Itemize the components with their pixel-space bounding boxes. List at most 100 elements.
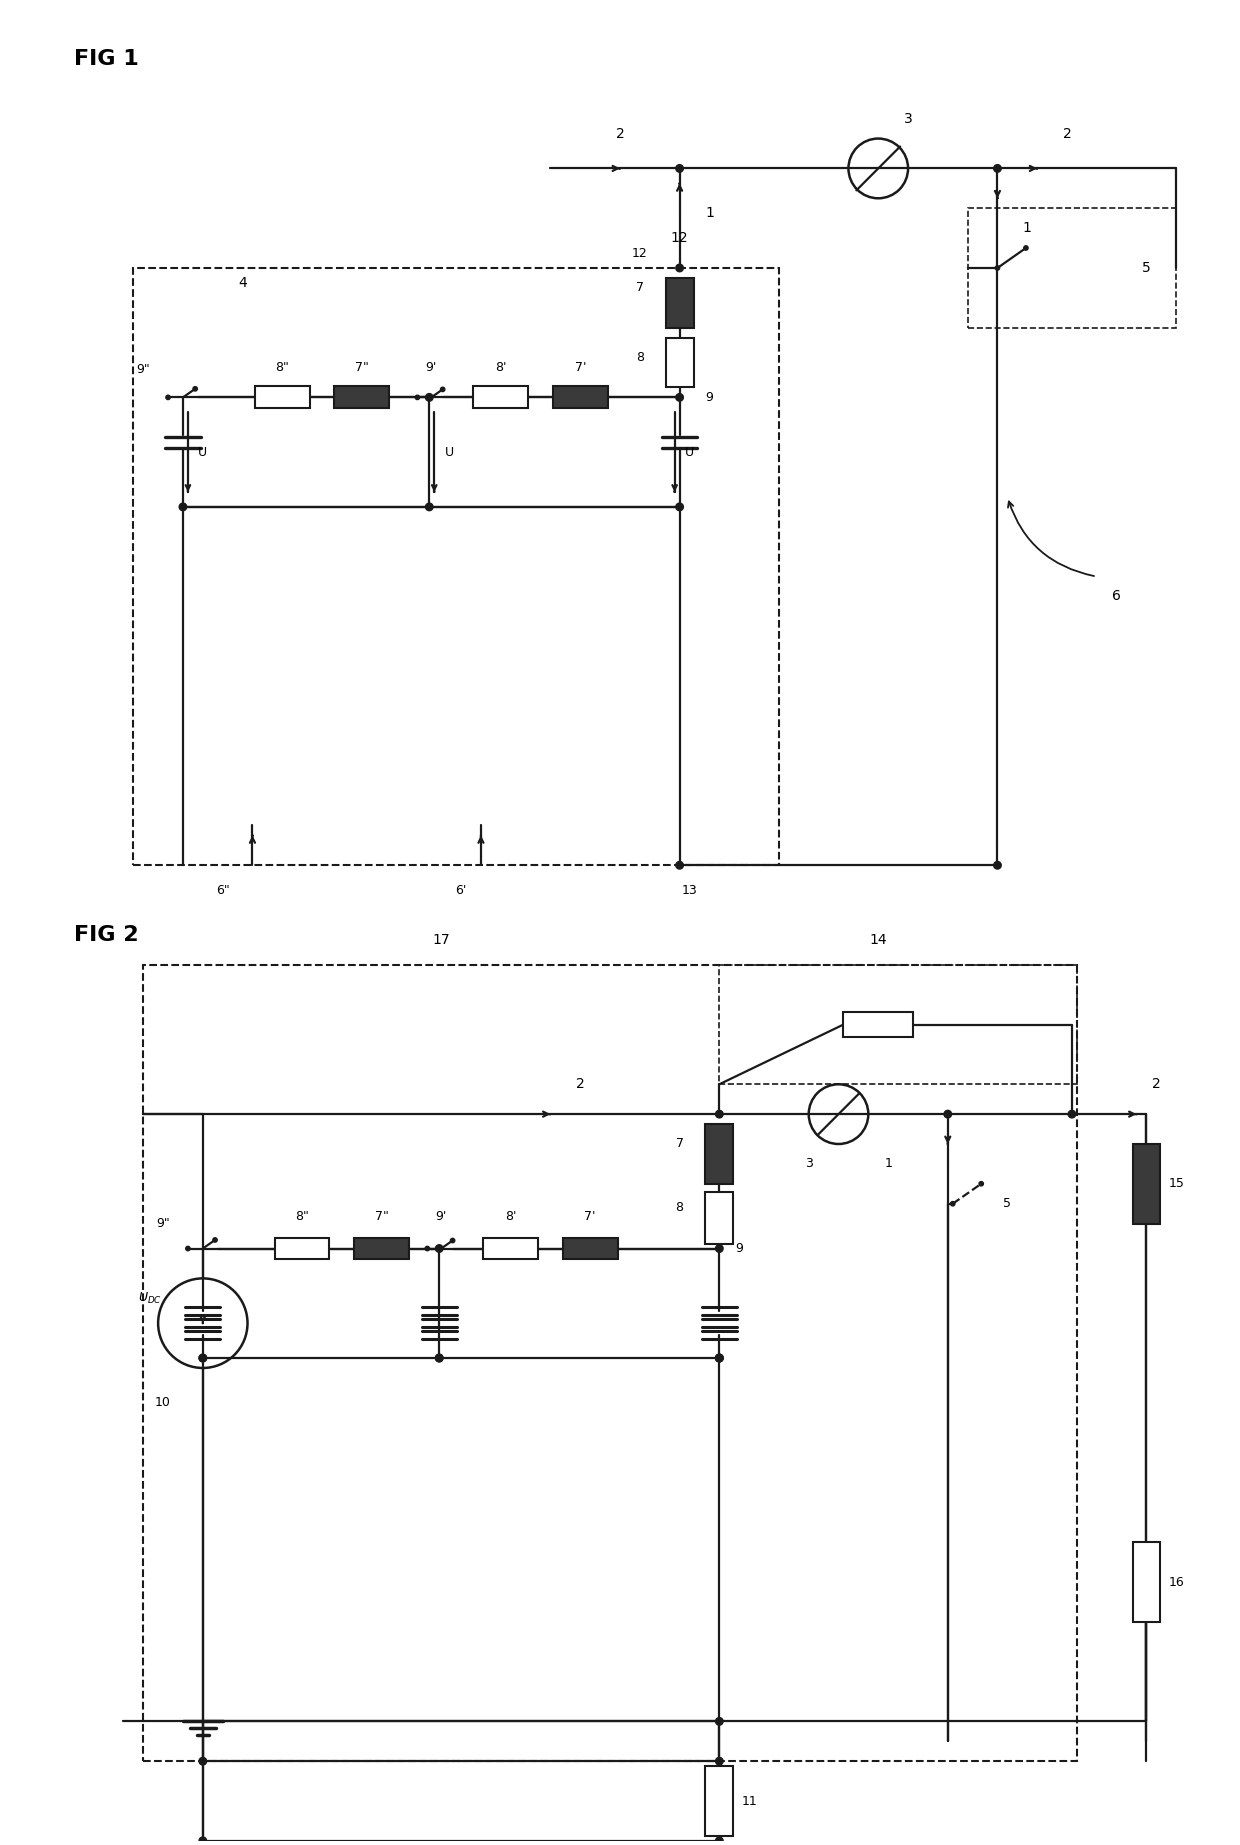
Circle shape (425, 393, 433, 400)
Circle shape (450, 1238, 455, 1244)
Circle shape (676, 862, 683, 869)
Bar (355, 1238, 409, 1260)
Circle shape (996, 266, 999, 269)
Text: 8: 8 (676, 1201, 683, 1214)
Bar (563, 1238, 618, 1260)
Text: 1: 1 (706, 207, 714, 220)
Circle shape (676, 164, 683, 172)
Bar (843, 1013, 913, 1037)
Bar (666, 279, 693, 328)
Circle shape (715, 1245, 723, 1253)
Circle shape (200, 1354, 207, 1362)
Text: 7": 7" (355, 362, 368, 375)
Text: 8': 8' (495, 362, 507, 375)
Bar (144, 965, 1076, 1762)
Circle shape (993, 164, 1001, 172)
Text: 9: 9 (706, 391, 713, 404)
Circle shape (715, 1111, 723, 1118)
Text: U: U (198, 446, 207, 459)
Text: 6: 6 (1112, 590, 1121, 603)
Text: 2: 2 (615, 127, 625, 140)
Text: 12: 12 (671, 231, 688, 245)
Text: 7': 7' (584, 1210, 596, 1223)
Text: FIG 2: FIG 2 (73, 924, 139, 945)
Bar (484, 1238, 538, 1260)
Text: 8": 8" (295, 1210, 309, 1223)
Text: 8': 8' (505, 1210, 517, 1223)
Circle shape (980, 1181, 983, 1186)
Circle shape (715, 1354, 723, 1362)
Text: 9": 9" (136, 363, 150, 376)
Circle shape (1068, 1111, 1076, 1118)
Text: 1: 1 (884, 1157, 892, 1170)
Circle shape (676, 264, 683, 271)
Bar (706, 1766, 733, 1836)
Circle shape (676, 504, 683, 511)
Circle shape (676, 393, 683, 400)
Text: 1: 1 (1023, 221, 1032, 234)
Text: 7": 7" (374, 1210, 388, 1223)
Text: 5: 5 (1142, 260, 1151, 275)
Text: 3: 3 (904, 113, 913, 125)
Circle shape (193, 387, 197, 391)
Circle shape (186, 1247, 190, 1251)
Text: 6': 6' (455, 884, 466, 897)
Circle shape (200, 1354, 207, 1362)
Circle shape (715, 1354, 723, 1362)
Text: 9": 9" (156, 1218, 170, 1231)
Text: 8": 8" (275, 362, 289, 375)
Bar (1132, 1144, 1161, 1223)
Circle shape (715, 1354, 723, 1362)
Circle shape (200, 1758, 207, 1766)
Circle shape (1024, 245, 1028, 251)
Text: 14: 14 (869, 934, 887, 946)
Bar (474, 386, 528, 408)
Text: 8: 8 (636, 351, 644, 363)
Circle shape (944, 1111, 951, 1118)
Text: 2: 2 (1152, 1077, 1161, 1090)
Bar (706, 1192, 733, 1244)
Circle shape (213, 1238, 217, 1242)
Circle shape (440, 387, 445, 391)
Circle shape (415, 395, 419, 400)
Text: 9': 9' (425, 362, 436, 375)
Bar (133, 268, 779, 865)
Circle shape (425, 504, 433, 511)
Text: U: U (684, 446, 694, 459)
Text: 17: 17 (433, 934, 450, 946)
Circle shape (435, 1354, 443, 1362)
Bar (666, 338, 693, 387)
Bar (275, 1238, 330, 1260)
Text: 5: 5 (1003, 1197, 1012, 1210)
Text: 4: 4 (238, 277, 247, 290)
Text: 2: 2 (575, 1077, 584, 1090)
Bar (967, 208, 1177, 328)
Text: FIG 1: FIG 1 (73, 50, 139, 68)
Text: 6": 6" (216, 884, 229, 897)
Circle shape (166, 395, 170, 400)
Circle shape (951, 1201, 955, 1207)
Bar (706, 1124, 733, 1184)
Text: 10: 10 (155, 1397, 171, 1410)
Text: 7': 7' (574, 362, 587, 375)
Text: 2: 2 (1063, 127, 1071, 140)
Text: 11: 11 (742, 1795, 756, 1808)
Circle shape (715, 1838, 723, 1845)
Circle shape (435, 1245, 443, 1253)
Text: 9: 9 (735, 1242, 743, 1255)
Circle shape (180, 504, 187, 511)
Circle shape (425, 1247, 429, 1251)
Text: $U_{DC}$: $U_{DC}$ (138, 1292, 162, 1306)
Bar (335, 386, 389, 408)
Circle shape (993, 862, 1001, 869)
Text: 7: 7 (636, 282, 644, 295)
Bar (553, 386, 608, 408)
Circle shape (435, 1354, 443, 1362)
Text: 16: 16 (1168, 1576, 1184, 1589)
Text: 3: 3 (805, 1157, 812, 1170)
Circle shape (200, 1838, 207, 1845)
Text: 13: 13 (682, 884, 697, 897)
Bar (255, 386, 310, 408)
Text: 12: 12 (632, 247, 647, 260)
Text: 15: 15 (1168, 1177, 1184, 1190)
